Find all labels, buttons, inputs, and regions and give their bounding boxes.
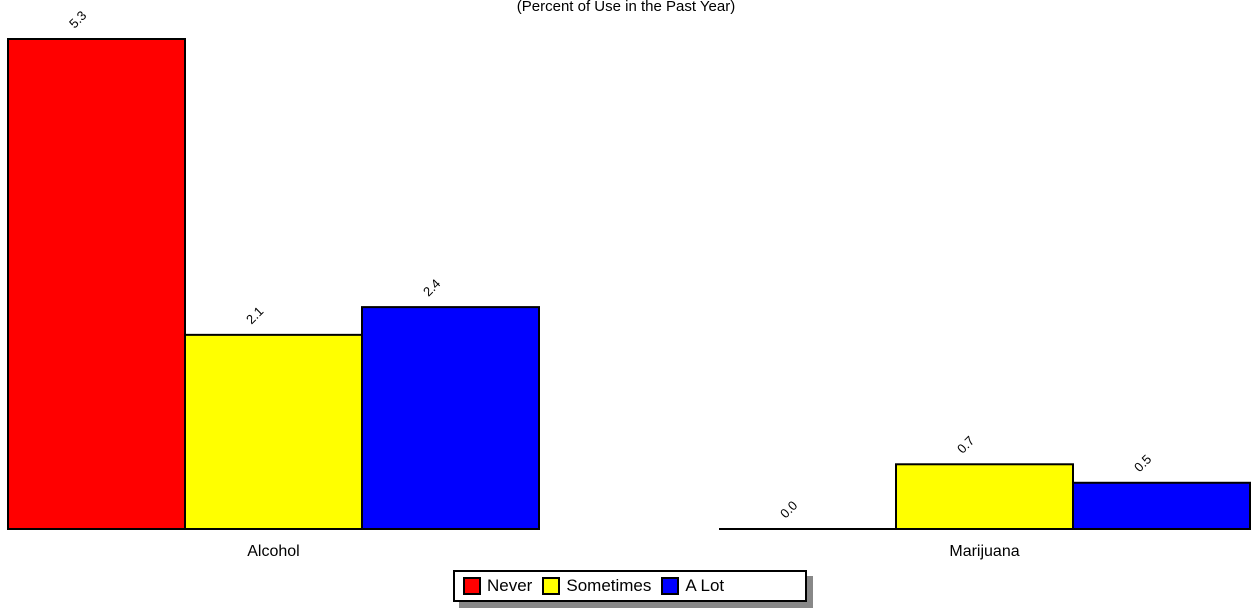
category-label-marijuana: Marijuana	[949, 543, 1019, 560]
legend-swatch-a-lot	[661, 577, 680, 595]
bar-alcohol-a-lot	[361, 306, 540, 531]
data-label-marijuana-sometimes: 0.7	[954, 433, 977, 456]
chart-subtitle: (Percent of Use in the Past Year)	[516, 0, 736, 15]
bar-marijuana-a-lot	[1072, 481, 1251, 531]
legend-swatch-sometimes	[542, 577, 561, 595]
category-label-alcohol: Alcohol	[247, 543, 299, 560]
legend: Never Sometimes A Lot	[453, 570, 807, 602]
bar-alcohol-never	[7, 38, 186, 530]
legend-item-sometimes: Sometimes	[542, 576, 651, 596]
data-label-alcohol-a-lot: 2.4	[420, 276, 443, 299]
data-label-alcohol-sometimes: 2.1	[243, 304, 266, 327]
legend-label: A Lot	[685, 576, 725, 595]
legend-item-never: Never	[463, 576, 532, 596]
data-label-marijuana-never: 0.0	[777, 498, 800, 521]
legend-label: Never	[487, 576, 533, 595]
bar-alcohol-sometimes	[184, 333, 363, 530]
data-label-marijuana-a-lot: 0.5	[1131, 452, 1154, 475]
legend-item-a-lot: A Lot	[661, 576, 724, 596]
bar-marijuana-sometimes	[895, 463, 1074, 530]
data-label-alcohol-never: 5.3	[66, 8, 89, 31]
legend-swatch-never	[463, 577, 481, 595]
legend-label: Sometimes	[566, 576, 652, 595]
